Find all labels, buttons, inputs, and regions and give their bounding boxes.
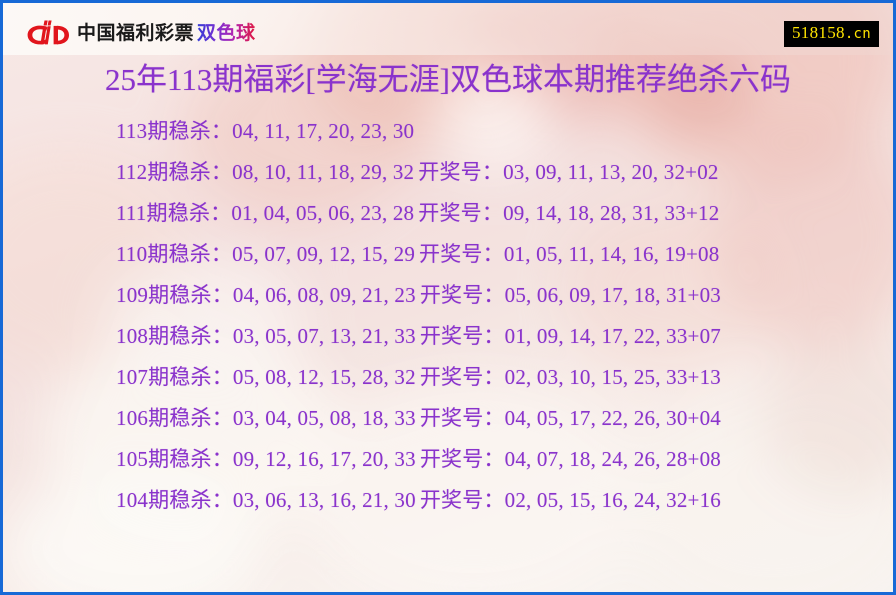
- row-period-label: 104期稳杀：: [116, 488, 233, 512]
- row-draw-label: 开奖号：: [419, 242, 504, 266]
- row-kill-numbers: 05, 08, 12, 15, 28, 32: [232, 365, 416, 389]
- table-row: 105期稳杀：09, 12, 16, 17, 20, 33 开奖号：04, 07,…: [3, 439, 893, 480]
- row-period-label: 109期稳杀：: [116, 283, 233, 307]
- row-draw-numbers: 03, 09, 11, 13, 20, 32+02: [503, 160, 719, 184]
- page-header: 中国福利彩票 双色球 518158.cn: [3, 3, 893, 55]
- page-title: 25年113期福彩[学海无涯]双色球本期推荐绝杀六码: [105, 62, 791, 97]
- brand-logo[interactable]: 中国福利彩票 双色球: [26, 18, 256, 48]
- table-row: 113期稳杀：04, 11, 17, 20, 23, 30: [3, 111, 893, 152]
- row-kill-numbers: 09, 12, 16, 17, 20, 33: [232, 447, 416, 471]
- brand-logo-text: 中国福利彩票 双色球: [77, 19, 256, 47]
- row-kill-numbers: 03, 05, 07, 13, 21, 33: [232, 324, 416, 348]
- table-row: 108期稳杀：03, 05, 07, 13, 21, 33 开奖号：01, 09,…: [3, 316, 893, 357]
- row-draw-numbers: 04, 07, 18, 24, 26, 28+08: [504, 447, 721, 471]
- row-draw-label: 开奖号：: [419, 406, 505, 430]
- row-draw-label: 开奖号：: [419, 447, 505, 471]
- row-period-label: 111期稳杀：: [116, 201, 232, 225]
- row-draw-numbers: 05, 06, 09, 17, 18, 31+03: [504, 283, 721, 307]
- row-kill-numbers: 08, 10, 11, 18, 29, 32: [232, 160, 415, 184]
- row-draw-label: 开奖号：: [418, 160, 504, 184]
- row-kill-numbers: 04, 06, 08, 09, 21, 23: [232, 283, 416, 307]
- forecast-row-list: 113期稳杀：04, 11, 17, 20, 23, 30 112期稳杀：08,…: [3, 111, 893, 521]
- row-draw-label: 开奖号：: [419, 488, 505, 512]
- row-period-label: 112期稳杀：: [116, 160, 233, 184]
- row-kill-numbers: 05, 07, 09, 12, 15, 29: [232, 242, 416, 266]
- site-domain-name: 518158: [792, 23, 845, 42]
- row-draw-numbers: 02, 03, 10, 15, 25, 33+13: [504, 365, 721, 389]
- table-row: 109期稳杀：04, 06, 08, 09, 21, 23 开奖号：05, 06,…: [3, 275, 893, 316]
- row-kill-numbers: 01, 04, 05, 06, 23, 28: [231, 201, 415, 225]
- table-row: 107期稳杀：05, 08, 12, 15, 28, 32 开奖号：02, 03,…: [3, 357, 893, 398]
- table-row: 110期稳杀：05, 07, 09, 12, 15, 29 开奖号：01, 05,…: [3, 234, 893, 275]
- row-draw-label: 开奖号：: [419, 283, 505, 307]
- row-draw-numbers: 01, 09, 14, 17, 22, 33+07: [504, 324, 721, 348]
- table-row: 111期稳杀：01, 04, 05, 06, 23, 28 开奖号：09, 14,…: [3, 193, 893, 234]
- row-draw-numbers: 09, 14, 18, 28, 31, 33+12: [503, 201, 720, 225]
- row-draw-numbers: 04, 05, 17, 22, 26, 30+04: [504, 406, 721, 430]
- row-draw-label: 开奖号：: [419, 365, 505, 389]
- row-kill-numbers: 03, 04, 05, 08, 18, 33: [232, 406, 416, 430]
- site-domain-tld: .cn: [844, 26, 871, 42]
- site-watermark-badge[interactable]: 518158.cn: [784, 21, 879, 47]
- header-background: [3, 3, 893, 55]
- row-period-label: 108期稳杀：: [116, 324, 233, 348]
- china-welfare-lottery-logo-icon: [27, 20, 69, 45]
- row-period-label: 106期稳杀：: [116, 406, 233, 430]
- row-period-label: 105期稳杀：: [116, 447, 233, 471]
- row-kill-numbers: 04, 11, 17, 20, 23, 30: [232, 119, 415, 143]
- table-row: 106期稳杀：03, 04, 05, 08, 18, 33 开奖号：04, 05,…: [3, 398, 893, 439]
- row-period-label: 113期稳杀：: [116, 119, 233, 143]
- row-kill-numbers: 03, 06, 13, 16, 21, 30: [232, 488, 416, 512]
- row-draw-numbers: 01, 05, 11, 14, 16, 19+08: [503, 242, 720, 266]
- row-draw-numbers: 02, 05, 15, 16, 24, 32+16: [504, 488, 721, 512]
- row-draw-label: 开奖号：: [419, 324, 505, 348]
- table-row: 112期稳杀：08, 10, 11, 18, 29, 32 开奖号：03, 09,…: [3, 152, 893, 193]
- table-row: 104期稳杀：03, 06, 13, 16, 21, 30 开奖号：02, 05,…: [3, 480, 893, 521]
- brand-name-welfare-lottery: 中国福利彩票: [77, 22, 195, 44]
- row-draw-label: [414, 119, 418, 143]
- row-draw-label: 开奖号：: [418, 201, 504, 225]
- row-period-label: 110期稳杀：: [116, 242, 233, 266]
- row-period-label: 107期稳杀：: [116, 365, 233, 389]
- brand-name-shuangseqiu: 双色球: [194, 22, 256, 44]
